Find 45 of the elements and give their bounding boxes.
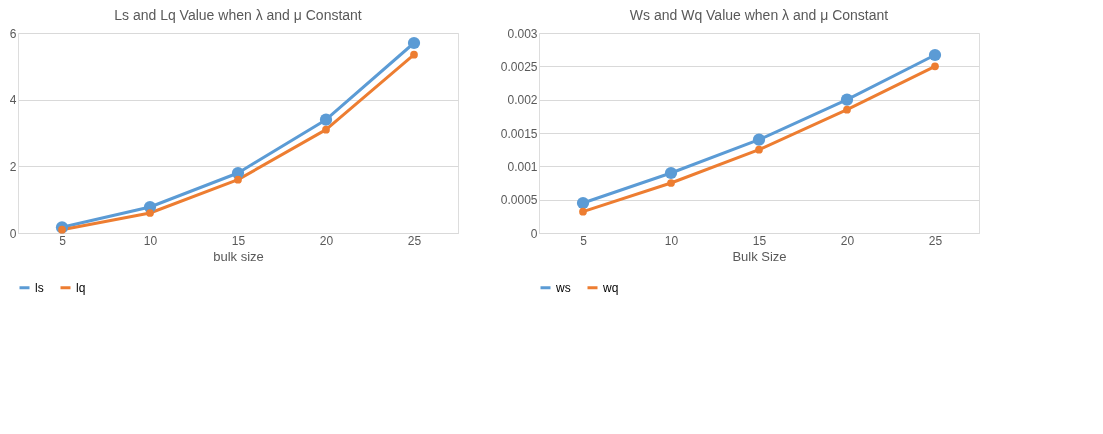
x-tick-label: 25: [407, 233, 422, 248]
x-tick-label: 20: [840, 233, 855, 248]
chart-title: Ls and Lq Value when λ and μ Constant: [114, 7, 362, 23]
legend-label: wq: [602, 280, 619, 295]
legend-label: ws: [555, 280, 571, 295]
y-tick-label: 0: [530, 226, 538, 241]
y-tick-label: 0.0005: [500, 193, 538, 208]
y-tick-label: 0.003: [507, 26, 538, 41]
point: [664, 166, 678, 180]
point: [667, 179, 675, 187]
legend-label: lq: [76, 280, 86, 295]
point: [928, 48, 942, 62]
legend-label: ls: [35, 280, 44, 295]
y-tick-label: 6: [9, 26, 17, 41]
y-tick-label: 2: [9, 159, 17, 174]
y-tick-label: 0: [9, 226, 17, 241]
point: [843, 105, 851, 114]
x-tick-label: 10: [143, 233, 158, 248]
x-tick-label: 20: [319, 233, 334, 248]
y-tick-label: 4: [9, 93, 17, 108]
point: [322, 125, 330, 134]
point: [840, 93, 854, 106]
point: [319, 113, 333, 126]
x-tick-label: 15: [231, 233, 246, 248]
point: [407, 36, 421, 50]
point: [234, 175, 242, 184]
y-tick-label: 0.001: [507, 159, 538, 174]
point: [576, 196, 590, 210]
x-tick-label: 15: [752, 233, 767, 248]
x-axis-title: Bulk Size: [732, 248, 787, 264]
x-tick-label: 5: [580, 233, 588, 248]
x-axis-title: bulk size: [213, 248, 264, 264]
point: [752, 133, 766, 146]
point: [755, 145, 763, 154]
y-tick-label: 0.0025: [500, 59, 538, 74]
point: [146, 209, 154, 217]
y-tick-label: 0.0015: [500, 126, 538, 141]
y-tick-label: 0.002: [507, 93, 538, 108]
point: [931, 62, 939, 71]
x-tick-label: 25: [928, 233, 943, 248]
chart-title: Ws and Wq Value when λ and μ Constant: [629, 7, 889, 23]
x-tick-label: 5: [59, 233, 67, 248]
point: [579, 207, 587, 216]
x-tick-label: 10: [664, 233, 679, 248]
point: [410, 50, 418, 59]
